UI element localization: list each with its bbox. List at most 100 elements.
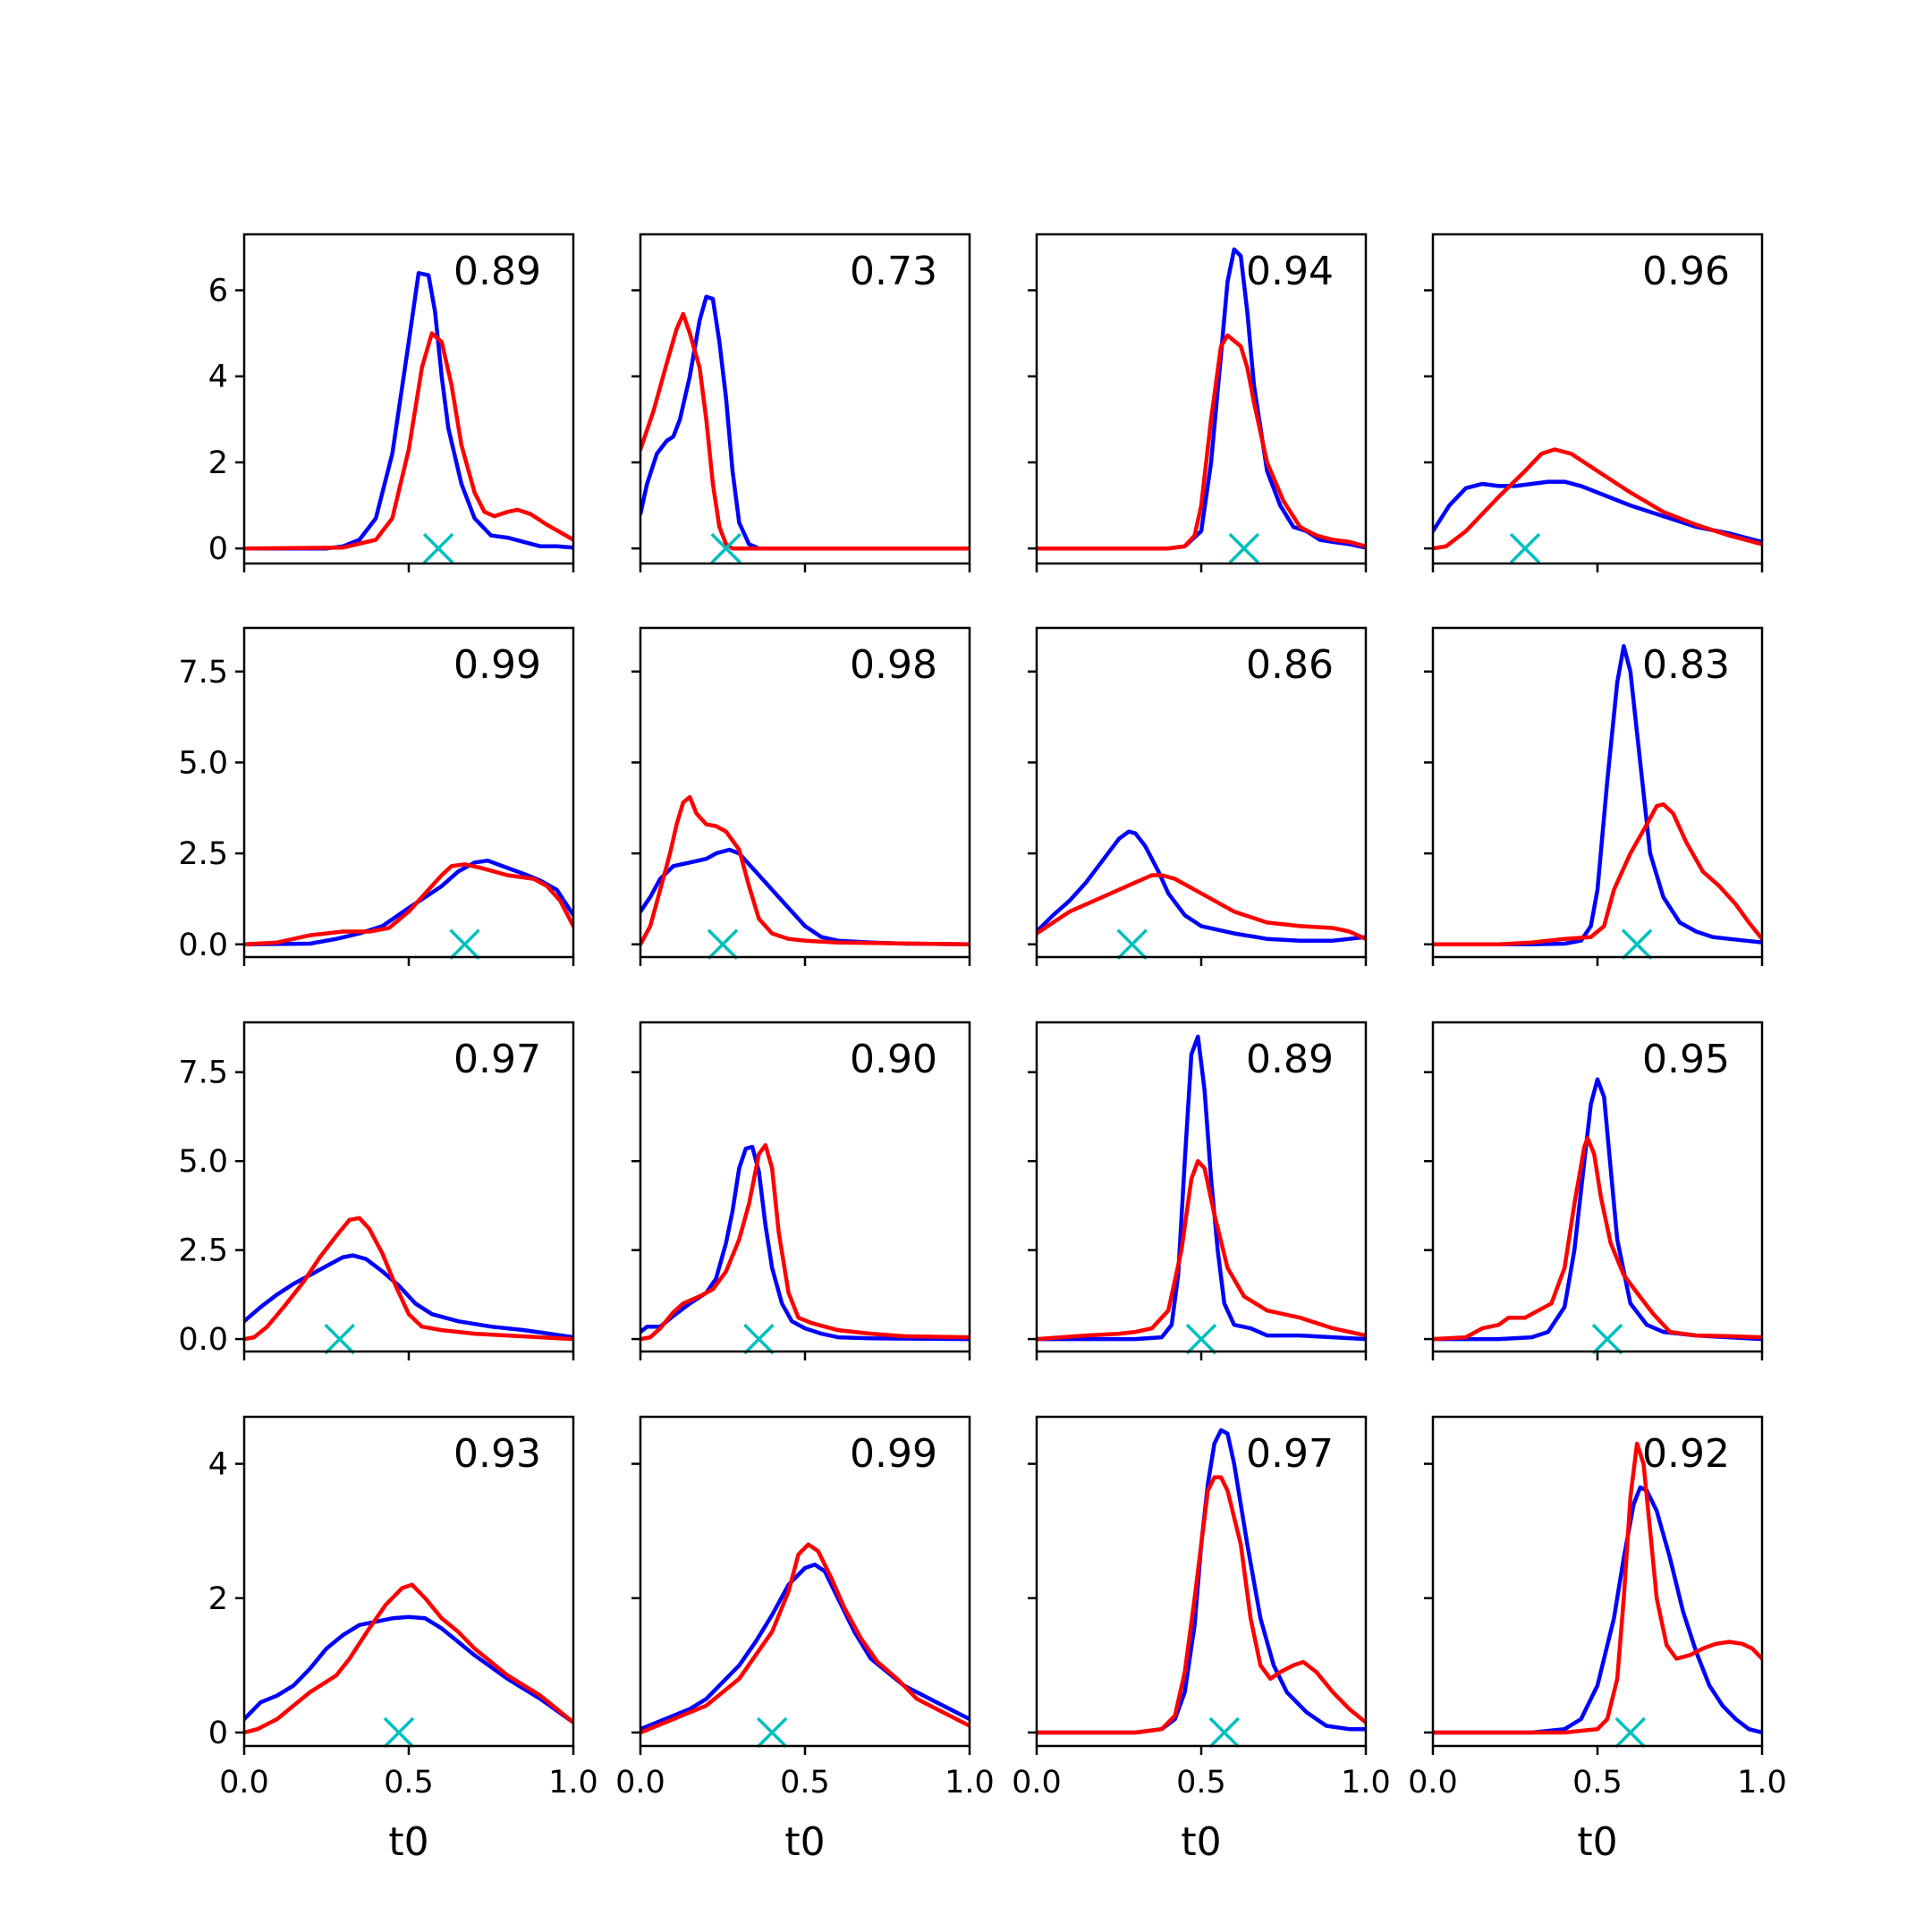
panel-13: 0 2 4 0.0 0.5 1.0 t0 0.93 bbox=[208, 1415, 598, 1865]
blue-curve bbox=[1433, 479, 1762, 545]
panel-score-label: 0.93 bbox=[453, 1431, 541, 1477]
marker-x bbox=[1509, 532, 1541, 564]
y-tick-label: 2 bbox=[208, 1581, 228, 1617]
x-tick-label: 1.0 bbox=[1737, 1765, 1787, 1801]
marker-x bbox=[1116, 928, 1148, 961]
blue-curve bbox=[1433, 1485, 1762, 1735]
marker-x bbox=[1614, 1716, 1647, 1749]
panel-curves bbox=[1433, 447, 1762, 551]
marker-x bbox=[756, 1716, 788, 1749]
panel-7: 0.86 bbox=[1028, 626, 1368, 966]
red-curve bbox=[244, 1582, 573, 1735]
panel-score-label: 0.98 bbox=[850, 642, 937, 688]
red-curve bbox=[1037, 1475, 1366, 1735]
blue-curve bbox=[640, 1144, 970, 1342]
panel-score-label: 0.95 bbox=[1642, 1037, 1730, 1082]
panel-score-label: 0.94 bbox=[1246, 249, 1334, 294]
x-axis-label: t0 bbox=[1181, 1819, 1221, 1865]
panel-score-label: 0.83 bbox=[1642, 642, 1730, 688]
panel-score-label: 0.96 bbox=[1642, 249, 1730, 294]
y-tick-label: 6 bbox=[208, 274, 228, 309]
panel-curves bbox=[640, 1143, 970, 1342]
panel-6: 0.98 bbox=[631, 626, 971, 966]
panel-15: 0.0 0.5 1.0 t0 0.97 bbox=[1012, 1415, 1391, 1865]
panel-9: 0.0 2.5 5.0 7.5 0.97 bbox=[178, 1021, 575, 1360]
marker-x bbox=[383, 1716, 415, 1749]
panel-3: 0.94 bbox=[1028, 233, 1368, 572]
panel-2: 0.73 bbox=[631, 233, 971, 572]
panel-curves bbox=[1037, 829, 1366, 943]
panel-curves bbox=[640, 794, 970, 947]
panel-score-label: 0.73 bbox=[850, 249, 937, 294]
y-tick-label: 2 bbox=[208, 445, 228, 481]
marker-x bbox=[1621, 928, 1653, 961]
panel-score-label: 0.89 bbox=[1246, 1037, 1334, 1082]
x-tick-label: 1.0 bbox=[945, 1765, 995, 1801]
marker-x bbox=[1228, 532, 1260, 564]
y-tick-label: 2.5 bbox=[178, 836, 228, 872]
marker-x bbox=[422, 532, 454, 564]
panel-curves bbox=[640, 294, 970, 551]
red-curve bbox=[1433, 447, 1762, 551]
panel-curves bbox=[1433, 644, 1762, 947]
y-tick-label: 7.5 bbox=[178, 1055, 228, 1091]
marker-x bbox=[449, 928, 480, 961]
x-tick-label: 0.5 bbox=[780, 1765, 830, 1801]
red-curve bbox=[244, 331, 573, 551]
marker-x bbox=[710, 532, 741, 564]
panel-curves bbox=[640, 1542, 970, 1735]
blue-curve bbox=[640, 1562, 970, 1732]
blue-curve bbox=[244, 271, 573, 551]
blue-curve bbox=[1037, 1034, 1366, 1342]
panel-curves bbox=[244, 1216, 573, 1342]
red-curve bbox=[1433, 1441, 1762, 1735]
panel-score-label: 0.89 bbox=[453, 249, 541, 294]
x-tick-label: 0.5 bbox=[1572, 1765, 1623, 1801]
blue-curve bbox=[244, 1253, 573, 1340]
marker-x bbox=[1208, 1716, 1240, 1749]
panel-curves bbox=[1433, 1077, 1762, 1342]
y-tick-label: 7.5 bbox=[178, 655, 228, 691]
y-tick-label: 0 bbox=[208, 531, 228, 567]
red-curve bbox=[1037, 1158, 1366, 1342]
panel-score-label: 0.86 bbox=[1246, 642, 1334, 688]
marker-x bbox=[324, 1323, 355, 1355]
blue-curve bbox=[640, 847, 970, 947]
y-tick-label: 4 bbox=[208, 1447, 228, 1483]
x-axis-label: t0 bbox=[388, 1819, 428, 1865]
y-tick-label: 0 bbox=[208, 1716, 228, 1751]
x-tick-label: 0.0 bbox=[615, 1765, 665, 1801]
red-curve bbox=[640, 311, 970, 551]
x-tick-label: 0.0 bbox=[1012, 1765, 1062, 1801]
panel-curves bbox=[1037, 1034, 1366, 1342]
x-tick-label: 0.5 bbox=[384, 1765, 434, 1801]
panel-14: 0.0 0.5 1.0 t0 0.99 bbox=[615, 1415, 995, 1865]
panel-curves bbox=[244, 271, 573, 551]
panel-curves bbox=[244, 1582, 573, 1735]
panel-1: 0 2 4 6 0.89 bbox=[208, 233, 575, 572]
panel-score-label: 0.99 bbox=[850, 1431, 937, 1477]
y-tick-label: 4 bbox=[208, 360, 228, 395]
blue-curve bbox=[1433, 644, 1762, 947]
red-curve bbox=[1433, 801, 1762, 947]
y-tick-label: 0.0 bbox=[178, 1322, 228, 1358]
x-tick-label: 0.0 bbox=[1408, 1765, 1458, 1801]
panel-curves bbox=[1433, 1441, 1762, 1735]
panel-score-label: 0.97 bbox=[1246, 1431, 1334, 1477]
blue-curve bbox=[1433, 1077, 1762, 1342]
panel-16: 0.0 0.5 1.0 t0 0.92 bbox=[1408, 1415, 1787, 1865]
x-tick-label: 0.5 bbox=[1176, 1765, 1226, 1801]
x-axis-label: t0 bbox=[784, 1819, 825, 1865]
panel-score-label: 0.99 bbox=[453, 642, 541, 688]
panel-score-label: 0.92 bbox=[1642, 1431, 1730, 1477]
y-tick-label: 5.0 bbox=[178, 745, 228, 781]
panel-8: 0.83 bbox=[1424, 626, 1764, 966]
red-curve bbox=[1433, 1136, 1762, 1342]
marker-x bbox=[707, 928, 739, 961]
red-curve bbox=[640, 1143, 970, 1342]
blue-curve bbox=[1037, 829, 1366, 943]
panel-score-label: 0.90 bbox=[850, 1037, 937, 1082]
panel-curves bbox=[1037, 247, 1366, 551]
red-curve bbox=[640, 1542, 970, 1735]
